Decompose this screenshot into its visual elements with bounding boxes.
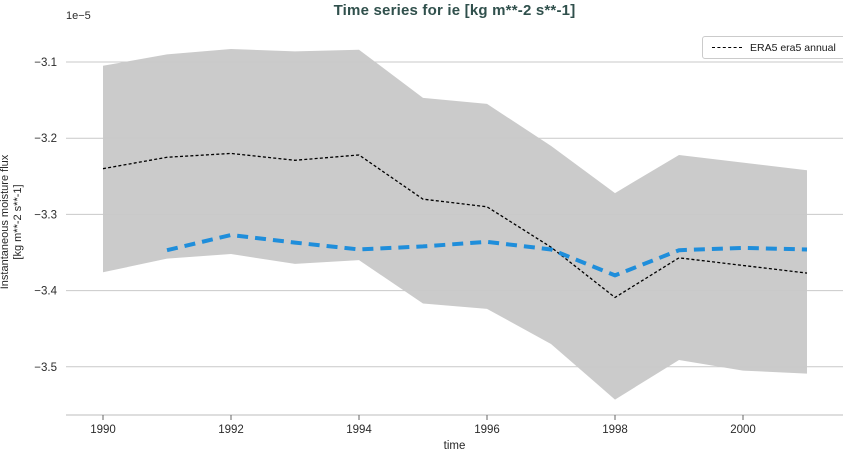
y-axis-offset-text: 1e−5 <box>66 10 91 22</box>
legend-entry-label: ERA5 era5 annual <box>750 41 836 54</box>
x-tick-label: 1996 <box>474 424 500 436</box>
y-tick-label: −3.5 <box>34 362 57 374</box>
legend-box: ERA5 era5 annual <box>702 36 843 59</box>
blue-dashed-series-line <box>166 232 808 278</box>
y-axis-label: Instantaneous moisture flux [kg m**-2 s*… <box>0 72 29 372</box>
legend-dashed-line-sample <box>712 47 742 48</box>
y-axis-label-line2: [kg m**-2 s**-1] <box>12 184 24 260</box>
y-tick-label: −3.1 <box>34 57 57 69</box>
uncertainty-band <box>103 49 807 400</box>
y-tick-label: −3.2 <box>34 133 57 145</box>
chart-title: Time series for ie [kg m**-2 s**-1] <box>333 2 576 19</box>
x-tick-label: 1994 <box>346 424 372 436</box>
y-tick-label: −3.4 <box>34 286 57 298</box>
x-tick-label: 1990 <box>90 424 116 436</box>
y-axis-label-line1: Instantaneous moisture flux <box>0 154 11 290</box>
x-tick-label: 2000 <box>730 424 756 436</box>
x-axis-label: time <box>443 440 466 452</box>
y-tick-label: −3.3 <box>34 209 57 221</box>
x-tick-label: 1992 <box>218 424 244 436</box>
x-tick-label: 1998 <box>602 424 628 436</box>
